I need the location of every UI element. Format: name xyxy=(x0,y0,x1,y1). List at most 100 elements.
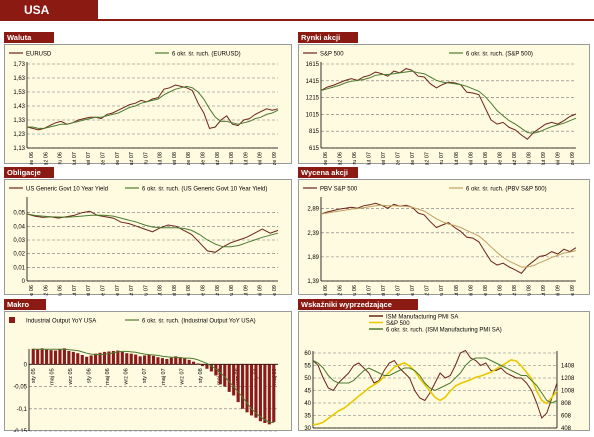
series-line-ma xyxy=(33,348,274,424)
x-tick-label: paź 06 xyxy=(338,285,344,296)
x-tick-label: wrz 07 xyxy=(179,368,185,385)
legend-label: EURUSD xyxy=(26,52,52,58)
y-tick-label: 1,43 xyxy=(13,104,25,110)
y-tick-label: -0,15 xyxy=(13,429,27,432)
panel-title-obligacje: Obligacje xyxy=(4,167,54,178)
x-tick-label: gru 07 xyxy=(439,152,445,165)
bar xyxy=(227,364,231,392)
panel-title-makro: Makro xyxy=(4,299,46,310)
y-tick-label: 0,01 xyxy=(13,265,25,271)
bar xyxy=(178,357,182,365)
x-tick-label: gru 08 xyxy=(526,285,532,296)
x-tick-label: cze 09 xyxy=(570,152,576,165)
y-tick-label: 1415 xyxy=(306,79,320,85)
bar xyxy=(249,364,254,416)
bar xyxy=(102,351,107,365)
bar xyxy=(232,364,236,396)
y-tick-label: 2,89 xyxy=(307,207,319,213)
bar xyxy=(196,363,200,365)
bar xyxy=(71,351,75,365)
x-tick-label: lut 07 xyxy=(367,285,373,296)
x-tick-label: lut 07 xyxy=(72,285,78,296)
bar xyxy=(258,364,262,422)
x-tick-label: gru 07 xyxy=(143,285,149,296)
x-tick-label: paź 06 xyxy=(338,152,344,165)
legend-label: S&P 500 xyxy=(320,52,344,58)
y-tick-label: 615 xyxy=(309,146,320,152)
x-tick-label: cze 07 xyxy=(396,152,402,165)
y-tick-label: 35 xyxy=(304,414,311,420)
legend-label: ISM Manufacturing PMI SA xyxy=(386,315,458,321)
bar xyxy=(236,364,240,403)
panel-title-rynki: Rynki akcji xyxy=(298,32,358,43)
x-tick-label: kwi 08 xyxy=(172,285,178,296)
chart-area-wskazniki: ISM Manufacturing PMI SA S&P 500 6 okr. śr… xyxy=(298,311,590,437)
x-tick-label: kwi 07 xyxy=(86,285,92,296)
x-tick-label: sty 06 xyxy=(87,368,93,383)
bar xyxy=(187,359,191,365)
panel-obligacje: Obligacje US Generic Govt 10 Year Yield 6 … xyxy=(4,167,292,302)
x-tick-label: kwi 09 xyxy=(555,285,561,296)
x-tick-label: kwi 09 xyxy=(258,285,264,296)
x-tick-label: paź 08 xyxy=(215,152,221,165)
x-tick-label: cze 09 xyxy=(272,152,278,165)
panel-title-wycena: Wycena akcji xyxy=(298,167,358,178)
bar xyxy=(111,351,115,365)
bar xyxy=(218,364,222,385)
x-tick-label: paź 07 xyxy=(425,152,431,165)
bar xyxy=(49,350,53,365)
x-tick-label: paź 08 xyxy=(512,152,518,165)
x-tick-label: paź 06 xyxy=(43,285,49,296)
bar xyxy=(36,349,40,365)
y-tick-label: 30 xyxy=(304,426,311,432)
panel-waluta: Waluta EURUSD 6 okr. śr. ruch. (EURUSD) 1,7… xyxy=(4,32,292,169)
bar xyxy=(125,353,129,365)
bar xyxy=(151,355,156,365)
bar xyxy=(85,356,89,365)
bar xyxy=(31,348,35,365)
bar xyxy=(209,364,213,372)
legend-label: Industrial Output YoY USA xyxy=(26,319,96,325)
chart-svg-obligacje: US Generic Govt 10 Year Yield 6 okr. śr. … xyxy=(9,187,279,302)
x-tick-label: lut 07 xyxy=(72,152,78,165)
bar xyxy=(45,349,49,365)
y-tick-label: 1615 xyxy=(306,62,320,68)
y2-tick-label: 1408 xyxy=(561,364,575,370)
y-tick-label: 0 xyxy=(24,362,28,368)
x-tick-label: kwi 07 xyxy=(86,152,92,165)
bar xyxy=(89,355,93,365)
bar xyxy=(192,361,196,365)
y-tick-label: 0,05 xyxy=(13,211,25,217)
series-line-1 xyxy=(26,213,279,248)
x-tick-label: sty 07 xyxy=(142,368,148,383)
bar xyxy=(241,364,245,409)
y-tick-label: 2,39 xyxy=(307,231,319,237)
x-tick-label: paź 07 xyxy=(129,285,135,296)
bar xyxy=(138,356,142,365)
y-tick-label: 1,33 xyxy=(13,118,25,124)
panel-title-waluta: Waluta xyxy=(4,32,54,43)
chart-svg-waluta: EURUSD 6 okr. śr. ruch. (EURUSD) 1,73 1,63 1… xyxy=(9,52,279,169)
series-line-0 xyxy=(26,210,279,253)
page-title: USA xyxy=(0,0,98,20)
panel-wycena: Wycena akcji PBV S&P 500 6 okr. śr. ruch. … xyxy=(298,167,590,302)
series-line-1 xyxy=(312,358,558,426)
bar xyxy=(98,352,102,365)
bar xyxy=(53,350,58,365)
y-tick-label: 55 xyxy=(304,364,311,370)
x-tick-label: sty 05 xyxy=(31,368,37,383)
bar xyxy=(272,364,276,423)
bar xyxy=(134,354,138,365)
y-tick-label: 1,39 xyxy=(307,279,319,285)
bar xyxy=(67,351,71,365)
legend-label: 6 okr. śr. ruch. (Industrial Output YoY … xyxy=(142,319,256,325)
x-tick-label: lut 08 xyxy=(454,152,460,165)
y-tick-label: 0,04 xyxy=(13,224,25,230)
x-tick-label: maj 06 xyxy=(105,368,111,385)
legend-label: 6 okr. śr. ruch. (S&P 500) xyxy=(466,52,533,58)
y-tick-label: 0 xyxy=(22,279,26,285)
x-tick-label: sie 06 xyxy=(323,152,329,165)
y-tick-label: 815 xyxy=(309,129,320,135)
bar xyxy=(245,364,249,413)
